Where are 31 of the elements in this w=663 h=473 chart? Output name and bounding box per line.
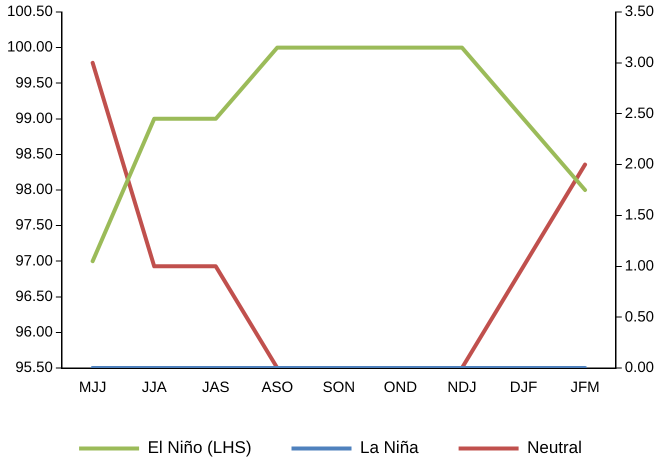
- x-tick-label: JJA: [142, 379, 167, 396]
- y2-tick-label: 3.50: [624, 3, 654, 20]
- y-tick-label: 97.50: [15, 216, 53, 234]
- legend-label: El Niño (LHS): [148, 438, 252, 458]
- y2-tick-label: 0.50: [624, 308, 654, 326]
- y2-tick-label: 0.00: [624, 359, 654, 376]
- x-tick-label: JFM: [570, 379, 600, 396]
- y2-tick-label: 2.50: [624, 104, 654, 122]
- legend-label: La Niña: [360, 438, 420, 458]
- y-tick-label: 100.00: [6, 38, 53, 56]
- x-tick-label: JAS: [202, 379, 230, 396]
- y2-tick-label: 1.00: [624, 257, 654, 274]
- x-tick-label: DJF: [510, 379, 538, 396]
- y-tick-label: 95.50: [15, 359, 53, 376]
- y-tick-label: 96.00: [15, 324, 53, 341]
- y2-tick-label: 3.00: [624, 54, 654, 71]
- x-tick-label: SON: [322, 379, 356, 396]
- y-tick-label: 98.50: [15, 146, 53, 163]
- y-tick-label: 98.00: [15, 181, 53, 198]
- legend-label: Neutral: [527, 438, 582, 458]
- x-tick-label: MJJ: [78, 379, 106, 396]
- y-tick-label: 99.00: [15, 110, 53, 127]
- y-tick-label: 99.50: [15, 74, 53, 92]
- x-tick-label: OND: [384, 379, 418, 396]
- x-tick-label: NDJ: [447, 379, 477, 396]
- x-tick-label: ASO: [261, 379, 294, 396]
- y-tick-label: 97.00: [15, 252, 53, 270]
- y2-tick-label: 1.50: [624, 206, 654, 224]
- y2-tick-label: 2.00: [624, 156, 654, 173]
- y-tick-label: 96.50: [15, 288, 53, 305]
- y-tick-label: 100.50: [6, 3, 53, 20]
